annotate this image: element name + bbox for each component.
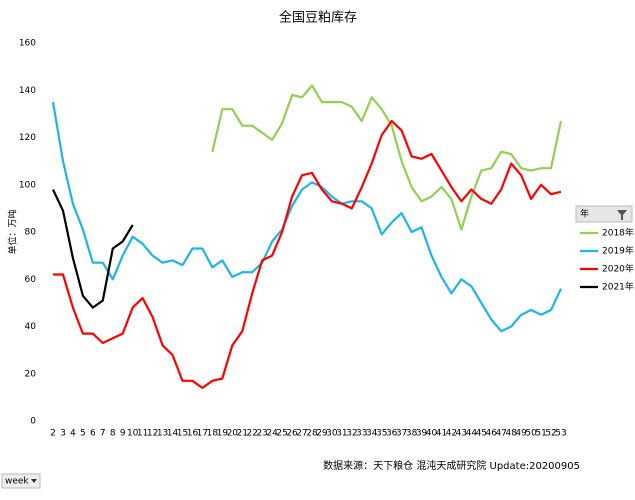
x-tick-label: 24 xyxy=(266,429,278,439)
x-tick-label: 47 xyxy=(496,429,507,439)
x-tick-label: 53 xyxy=(555,429,566,439)
x-tick-label: 36 xyxy=(386,429,398,439)
x-tick-label: 23 xyxy=(256,429,267,439)
legend-label: 2019年 xyxy=(602,245,634,257)
line-series xyxy=(52,189,134,309)
x-tick-label: 13 xyxy=(157,429,168,439)
x-tick-label: 10 xyxy=(127,429,139,439)
x-tick-label: 39 xyxy=(416,429,428,439)
line-series xyxy=(53,119,562,389)
y-tick-label: 20 xyxy=(25,369,37,379)
legend-label: 2020年 xyxy=(602,263,634,275)
week-filter-label[interactable]: week xyxy=(5,477,29,487)
x-tick-label: 46 xyxy=(486,429,498,439)
x-tick-label: 16 xyxy=(187,429,199,439)
x-tick-label: 42 xyxy=(446,429,457,439)
x-tick-label: 12 xyxy=(147,429,158,439)
x-tick-label: 8 xyxy=(110,429,116,439)
x-tick-label: 40 xyxy=(426,429,438,439)
x-tick-label: 5 xyxy=(80,429,86,439)
x-tick-label: 14 xyxy=(167,429,179,439)
y-axis-label: 单位：万吨 xyxy=(7,209,19,254)
x-tick-label: 26 xyxy=(286,429,298,439)
x-tick-label: 3 xyxy=(60,429,66,439)
x-tick-label: 50 xyxy=(525,429,537,439)
x-tick-label: 44 xyxy=(466,429,478,439)
x-tick-label: 31 xyxy=(336,429,347,439)
x-tick-label: 18 xyxy=(207,429,219,439)
x-tick-label: 11 xyxy=(137,429,148,439)
x-tick-label: 22 xyxy=(246,429,257,439)
legend-label: 2018年 xyxy=(602,227,634,239)
x-tick-label: 51 xyxy=(535,429,546,439)
week-filter-button[interactable] xyxy=(1,473,41,489)
x-tick-label: 19 xyxy=(217,429,229,439)
y-tick-label: 40 xyxy=(25,322,37,332)
y-tick-label: 120 xyxy=(19,133,36,143)
line-series xyxy=(51,101,562,333)
x-tick-label: 29 xyxy=(316,429,328,439)
x-tick-label: 34 xyxy=(366,429,378,439)
chart-title: 全国豆粕库存 xyxy=(279,10,357,26)
x-tick-label: 7 xyxy=(100,429,106,439)
x-tick-label: 30 xyxy=(326,429,338,439)
legend-label: 2021年 xyxy=(602,281,634,293)
y-tick-label: 80 xyxy=(25,228,37,238)
x-tick-label: 2 xyxy=(50,429,56,439)
filter-icon[interactable] xyxy=(617,210,627,220)
x-tick-label: 38 xyxy=(406,429,418,439)
y-tick-label: 60 xyxy=(25,275,37,285)
x-tick-label: 25 xyxy=(276,429,287,439)
y-tick-label: 100 xyxy=(19,180,36,190)
x-tick-label: 32 xyxy=(346,429,357,439)
x-tick-label: 20 xyxy=(227,429,239,439)
y-tick-label: 0 xyxy=(30,417,36,427)
x-tick-label: 49 xyxy=(515,429,527,439)
x-tick-label: 37 xyxy=(396,429,407,439)
x-tick-label: 21 xyxy=(237,429,248,439)
x-tick-label: 45 xyxy=(476,429,487,439)
x-tick-label: 28 xyxy=(306,429,318,439)
x-tick-label: 4 xyxy=(70,429,76,439)
x-tick-label: 9 xyxy=(120,429,126,439)
y-tick-label: 140 xyxy=(19,86,36,96)
source-note: 数据来源：天下粮仓 混沌天成研究院 Update:20200905 xyxy=(323,459,580,472)
x-tick-label: 41 xyxy=(436,429,447,439)
x-tick-label: 27 xyxy=(296,429,307,439)
y-tick-label: 160 xyxy=(19,39,36,49)
x-tick-label: 48 xyxy=(505,429,517,439)
x-tick-label: 17 xyxy=(197,429,208,439)
x-tick-label: 33 xyxy=(356,429,367,439)
x-tick-label: 35 xyxy=(376,429,387,439)
legend-title: 年 xyxy=(580,208,589,220)
x-tick-label: 15 xyxy=(177,429,188,439)
x-tick-label: 52 xyxy=(545,429,556,439)
line-series xyxy=(211,84,563,231)
x-tick-label: 43 xyxy=(456,429,467,439)
dropdown-arrow xyxy=(31,479,37,483)
x-tick-label: 6 xyxy=(90,429,96,439)
